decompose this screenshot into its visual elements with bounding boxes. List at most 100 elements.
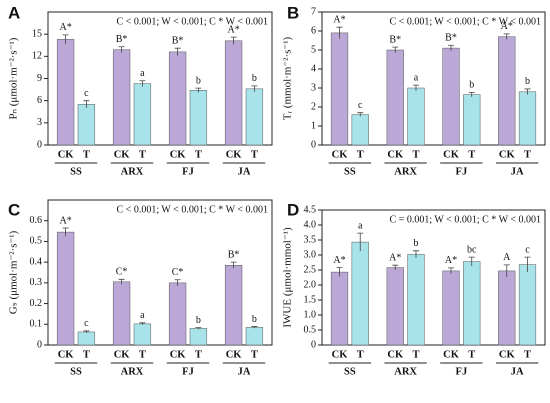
significance-label: A*	[389, 252, 401, 263]
x-tick-label: FJ	[182, 366, 194, 377]
bar	[224, 265, 243, 346]
panel-letter: C	[8, 200, 20, 219]
bar-label: T	[83, 349, 90, 360]
bar	[133, 323, 152, 346]
bar-label: T	[468, 349, 475, 360]
bar-label: CK	[499, 349, 516, 360]
bar-label: T	[195, 149, 202, 160]
x-tick-label: JA	[238, 166, 251, 177]
significance-label: B*	[172, 36, 184, 47]
significance-label: B*	[116, 34, 128, 45]
panel-letter: D	[287, 200, 299, 219]
x-tick-label: SS	[344, 166, 356, 177]
bar	[112, 49, 131, 146]
bar	[386, 267, 404, 346]
y-tick-label: 9	[37, 73, 42, 84]
error-bar	[357, 232, 364, 252]
bar-label: T	[412, 149, 419, 160]
bar	[56, 39, 75, 146]
y-tick-label: 1	[311, 120, 316, 131]
error-bar	[195, 327, 202, 330]
error-bar	[139, 80, 146, 87]
y-tick-label: 6	[37, 95, 42, 106]
bar	[351, 241, 369, 346]
bar-label: CK	[170, 149, 187, 160]
error-bar	[195, 87, 202, 93]
y-tick-label: 1.0	[304, 309, 317, 320]
y-tick-label: 6	[311, 25, 316, 36]
bar	[77, 104, 96, 146]
significance-label: b	[252, 73, 257, 84]
error-bar	[230, 36, 237, 45]
bar	[133, 83, 152, 146]
error-bar	[62, 34, 69, 44]
bar-label: CK	[170, 349, 187, 360]
bar-label: CK	[226, 149, 243, 160]
note: C < 0.001; W < 0.001; C * W < 0.001	[390, 16, 541, 27]
significance-label: b	[196, 75, 201, 86]
bar-label: CK	[387, 349, 404, 360]
significance-label: b	[252, 314, 257, 325]
bar-label: CK	[499, 149, 516, 160]
bar-label: T	[251, 349, 258, 360]
significance-label: c	[358, 100, 363, 111]
x-tick-label: JA	[511, 366, 524, 377]
bar-label: T	[357, 149, 364, 160]
bar	[56, 231, 75, 346]
error-bar	[392, 264, 399, 270]
bar	[463, 261, 481, 346]
bar-label: CK	[58, 349, 75, 360]
y-tick-label: 0.3	[30, 277, 43, 288]
plot-frame	[47, 199, 273, 346]
error-bar	[174, 279, 181, 286]
bar	[168, 51, 187, 146]
y-tick-label: 2	[311, 101, 316, 112]
panel-letter: B	[287, 3, 299, 22]
bar	[407, 87, 425, 146]
x-tick-label: ARX	[394, 366, 417, 377]
error-bar	[357, 112, 364, 117]
y-tick-label: 1.5	[304, 294, 317, 305]
bar	[112, 281, 131, 346]
bar	[518, 264, 537, 346]
x-tick-label: SS	[344, 366, 356, 377]
y-tick-label: 3.5	[304, 234, 317, 245]
note: C < 0.001; W < 0.001; C * W < 0.001	[117, 204, 268, 215]
y-tick-label: 0.5	[304, 324, 317, 335]
significance-label: b	[469, 80, 474, 91]
bar-label: T	[251, 149, 258, 160]
x-tick-label: JA	[511, 166, 524, 177]
significance-label: A*	[333, 255, 345, 266]
error-bar	[503, 33, 510, 40]
bar-label: T	[468, 149, 475, 160]
note: C = 0.001; W < 0.001; C * W < 0.001	[390, 214, 541, 225]
significance-label: a	[140, 68, 145, 79]
error-bar	[83, 100, 90, 109]
error-bar	[139, 322, 146, 325]
significance-label: A*	[445, 255, 457, 266]
significance-label: c	[525, 244, 530, 255]
y-tick-label: 7	[311, 6, 316, 17]
significance-label: b	[525, 76, 530, 87]
bar	[77, 331, 96, 346]
x-tick-label: FJ	[182, 166, 194, 177]
error-bar	[524, 256, 531, 273]
significance-label: A	[503, 252, 511, 263]
significance-label: b	[413, 238, 418, 249]
significance-label: a	[140, 310, 145, 321]
error-bar	[392, 46, 399, 53]
significance-label: C*	[172, 267, 184, 278]
y-axis-label: Tᵣ (mmol·m⁻²·s⁻¹)	[282, 36, 294, 120]
y-tick-label: 2.0	[304, 279, 317, 290]
error-bar	[118, 46, 125, 53]
plot-frame	[321, 209, 546, 346]
y-tick-label: 0.1	[30, 319, 43, 330]
y-tick-label: 3	[37, 117, 42, 128]
bar-label: CK	[332, 349, 349, 360]
error-bar	[412, 84, 419, 91]
y-tick-label: 3.0	[304, 249, 317, 260]
significance-label: bc	[467, 244, 477, 255]
error-bar	[448, 44, 455, 51]
bar	[224, 40, 243, 146]
bar-label: CK	[443, 149, 460, 160]
